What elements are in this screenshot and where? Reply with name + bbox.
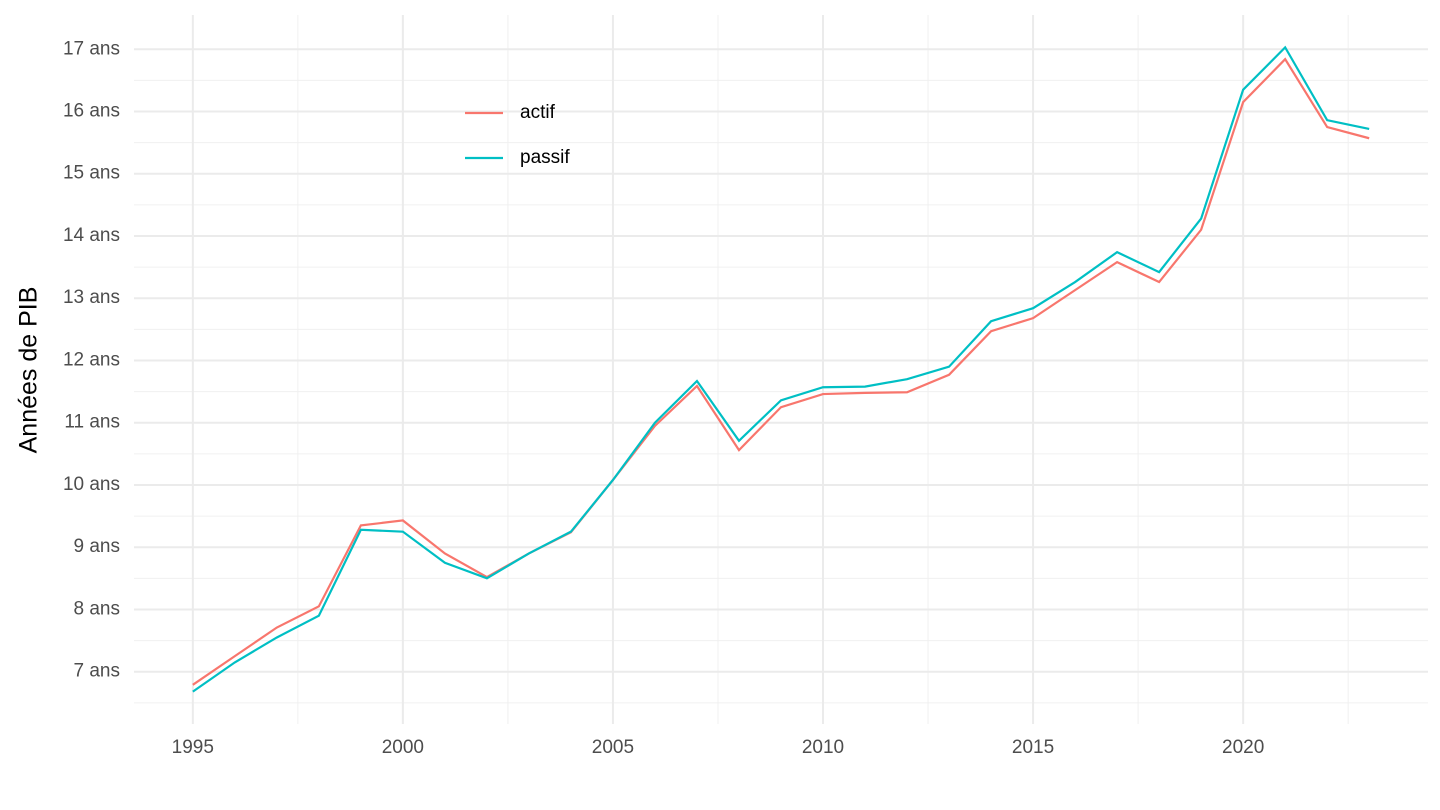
y-axis-title: Années de PIB: [15, 287, 43, 454]
y-tick-label: 10 ans: [63, 474, 120, 495]
legend-label: passif: [520, 147, 570, 168]
x-tick-label: 2015: [1012, 737, 1054, 758]
y-tick-label: 14 ans: [63, 225, 120, 246]
x-tick-label: 1995: [172, 737, 214, 758]
line-series: [192, 57, 1370, 686]
y-tick-label: 9 ans: [74, 536, 120, 557]
x-tick-label: 2000: [382, 737, 424, 758]
line-series: [192, 45, 1370, 693]
x-tick-label: 2005: [592, 737, 634, 758]
y-tick-label: 8 ans: [74, 598, 120, 619]
legend-label: actif: [520, 102, 556, 123]
y-tick-label: 7 ans: [74, 661, 120, 682]
y-tick-label: 11 ans: [64, 412, 120, 433]
x-tick-label: 2010: [802, 737, 844, 758]
y-tick-label: 16 ans: [63, 100, 120, 121]
y-tick-label: 13 ans: [63, 287, 120, 308]
x-tick-label: 2020: [1222, 737, 1264, 758]
y-tick-label: 17 ans: [63, 38, 120, 59]
y-tick-label: 15 ans: [63, 163, 120, 184]
y-tick-label: 12 ans: [63, 349, 120, 370]
